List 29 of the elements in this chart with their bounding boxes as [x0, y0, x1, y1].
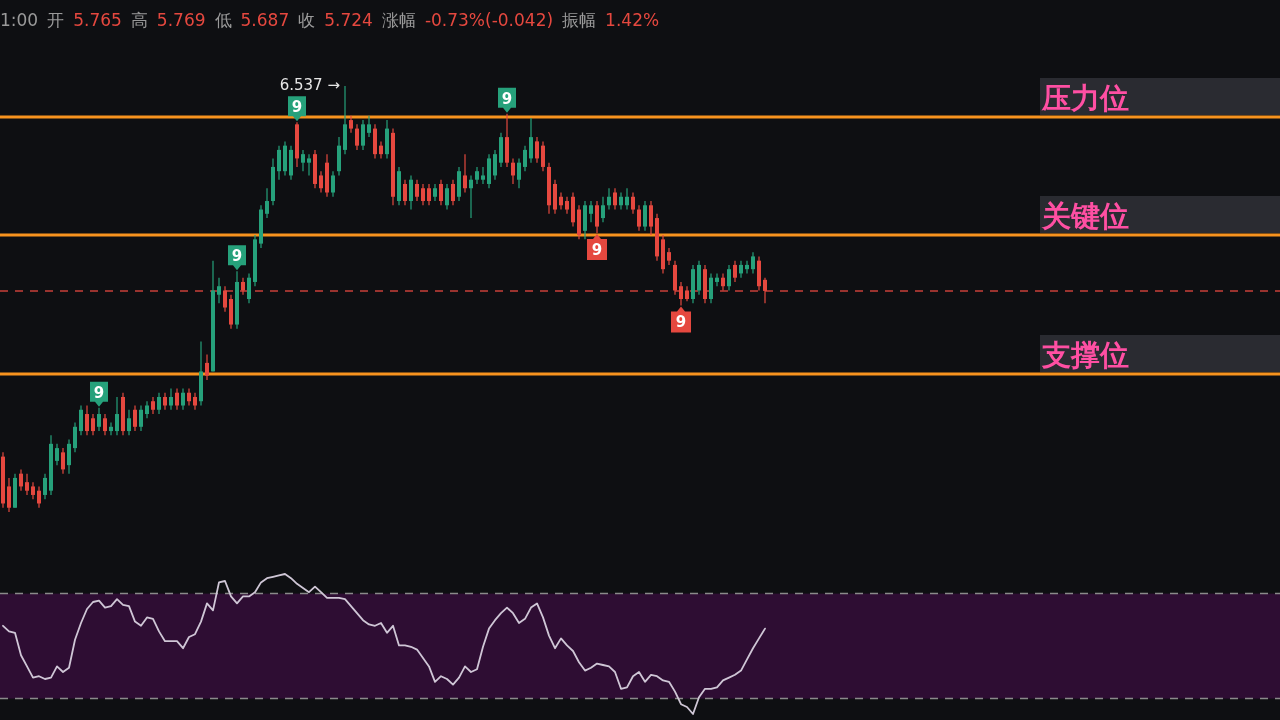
- annotation: 9: [93, 383, 105, 402]
- annotation: 9: [231, 247, 243, 266]
- ref-line-label: 压力位: [1041, 81, 1129, 116]
- annotation-marker: 9: [671, 306, 691, 333]
- annotation-marker: 9: [498, 87, 516, 113]
- annotation: 9: [591, 240, 603, 259]
- annotation: 9: [675, 313, 687, 332]
- text: 5.769: [156, 10, 206, 30]
- annotation: 9: [291, 98, 303, 117]
- annotation-marker: 9: [587, 233, 607, 260]
- text: 收: [298, 10, 316, 30]
- annotation-marker: 9: [90, 381, 108, 407]
- annotation-marker: 9: [228, 245, 246, 271]
- text: 5.687: [240, 10, 290, 30]
- ref-line-label: 支撑位: [1041, 337, 1129, 372]
- text: 1:00: [0, 10, 39, 30]
- ref-line-label: 关键位: [1041, 199, 1129, 234]
- text: 5.765: [73, 10, 122, 30]
- text: 1.42%: [605, 10, 660, 30]
- text: 涨幅: [381, 10, 416, 30]
- annotation: 9: [501, 89, 513, 108]
- text: -0.73%(-0.042): [424, 10, 554, 30]
- text: 5.724: [324, 10, 373, 30]
- text: 开: [47, 10, 65, 30]
- annotation-marker: 9: [288, 96, 306, 122]
- text: 振幅: [562, 10, 597, 30]
- annotation: 6.537 →: [279, 76, 340, 94]
- text: 低: [214, 10, 232, 30]
- text: 高: [130, 10, 148, 30]
